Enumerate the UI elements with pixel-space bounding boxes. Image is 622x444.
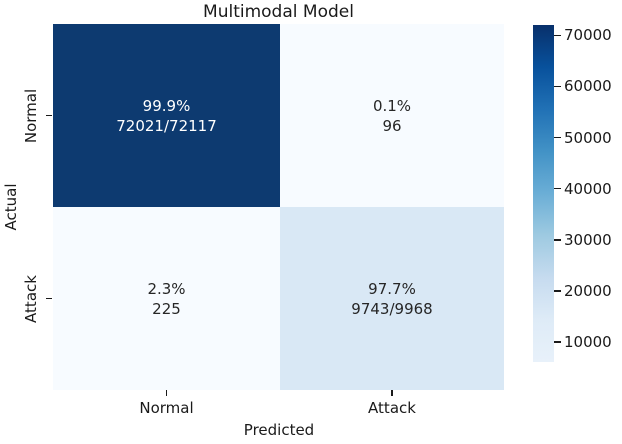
colorbar-tick-label: 20000: [564, 281, 612, 300]
colorbar-tick-label: 60000: [564, 77, 612, 96]
colorbar-tick-label: 10000: [564, 333, 612, 352]
cell-percent: 0.1%: [372, 96, 412, 115]
matrix-cell: 2.3% 225: [53, 207, 280, 390]
colorbar-tick-label: 70000: [564, 26, 612, 45]
colorbar-tick-mark: [554, 187, 561, 190]
colorbar-tick-label: 50000: [564, 128, 612, 147]
colorbar-gradient: [533, 25, 554, 362]
matrix-cell: 99.9% 72021/72117: [53, 24, 280, 207]
x-axis-label: Predicted: [243, 421, 315, 439]
colorbar-axis: 70000 60000 50000 40000 30000 20000 10000: [533, 25, 622, 362]
x-tick-label-attack: Attack: [368, 399, 416, 417]
cell-percent: 99.9%: [142, 96, 191, 115]
colorbar-tick-mark: [554, 239, 561, 241]
colorbar: 70000 60000 50000 40000 30000 20000 10000: [533, 25, 612, 362]
colorbar-tick-mark: [554, 341, 561, 343]
y-tick-mark: [46, 297, 52, 300]
chart-title: Multimodal Model: [203, 2, 354, 22]
cell-count: 9743/9968: [351, 299, 433, 318]
cell-count: 72021/72117: [116, 116, 217, 135]
cell-count: 225: [152, 299, 181, 318]
x-tick-mark: [165, 390, 168, 396]
cell-percent: 2.3%: [147, 279, 186, 298]
colorbar-tick-mark: [554, 290, 561, 292]
matrix-cell: 97.7% 9743/9968: [280, 207, 504, 390]
colorbar-tick-mark: [554, 85, 561, 88]
cell-count: 96: [382, 116, 402, 135]
heatmap-plot-area: 99.9% 72021/72117 0.1% 96 2.3% 225 97.7%…: [53, 24, 504, 390]
matrix-cell: 0.1% 96: [280, 24, 504, 207]
y-tick-label-attack: Attack: [22, 274, 40, 323]
x-tick-label-normal: Normal: [139, 399, 194, 417]
colorbar-tick-label: 40000: [564, 179, 612, 198]
colorbar-tick-mark: [554, 34, 561, 37]
x-tick-mark: [391, 390, 393, 396]
cell-percent: 97.7%: [368, 279, 416, 298]
y-axis-label: Actual: [2, 183, 20, 231]
y-tick-mark: [46, 114, 52, 117]
y-tick-label-normal: Normal: [22, 88, 40, 143]
colorbar-tick-label: 30000: [564, 230, 612, 249]
colorbar-tick-mark: [554, 136, 561, 139]
